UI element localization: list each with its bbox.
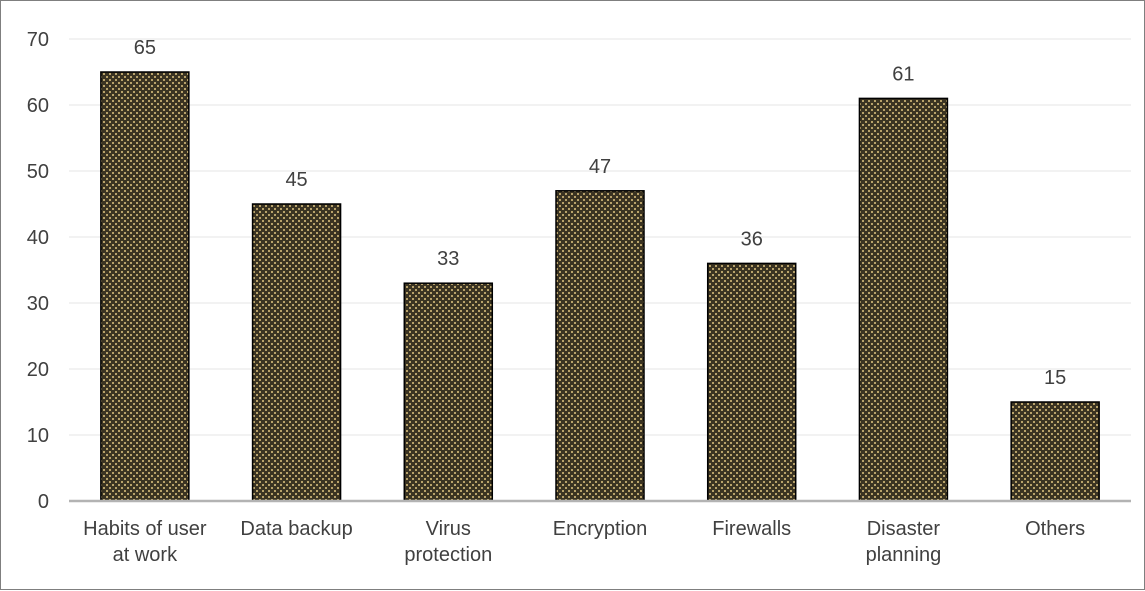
y-tick-label: 70 [27,29,49,51]
category-label: Others [1025,518,1085,540]
category-label: Disaster planning [866,518,942,566]
category-label: Data backup [240,518,352,540]
y-tick-label: 20 [27,359,49,381]
y-tick-label: 10 [27,425,49,447]
category-label: Virus protection [404,518,492,566]
bar [100,71,190,502]
y-tick-label: 30 [27,293,49,315]
data-label: 61 [892,63,914,85]
category-label: Habits of user at work [83,518,207,566]
bar [1010,401,1100,502]
category-label: Encryption [553,518,648,540]
y-axis-ticks: 0 10 20 30 40 50 60 70 [27,29,49,513]
bar [858,97,949,502]
category-label: Firewalls [712,518,791,540]
data-label: 47 [589,156,611,178]
y-tick-label: 40 [27,227,49,249]
category-labels: Habits of user at work Data backup Virus pro… [83,518,1085,566]
bars [100,71,1100,502]
bar [555,190,645,502]
bar [706,262,797,502]
y-tick-label: 50 [27,161,49,183]
data-label: 36 [741,228,763,250]
data-labels: 65 45 33 47 36 61 15 [134,37,1067,389]
bar [251,203,342,502]
data-label: 15 [1044,367,1066,389]
data-label: 45 [285,169,307,191]
data-label: 65 [134,37,156,59]
bar [403,282,494,502]
y-tick-label: 0 [38,491,49,513]
y-tick-label: 60 [27,95,49,117]
data-label: 33 [437,248,459,270]
